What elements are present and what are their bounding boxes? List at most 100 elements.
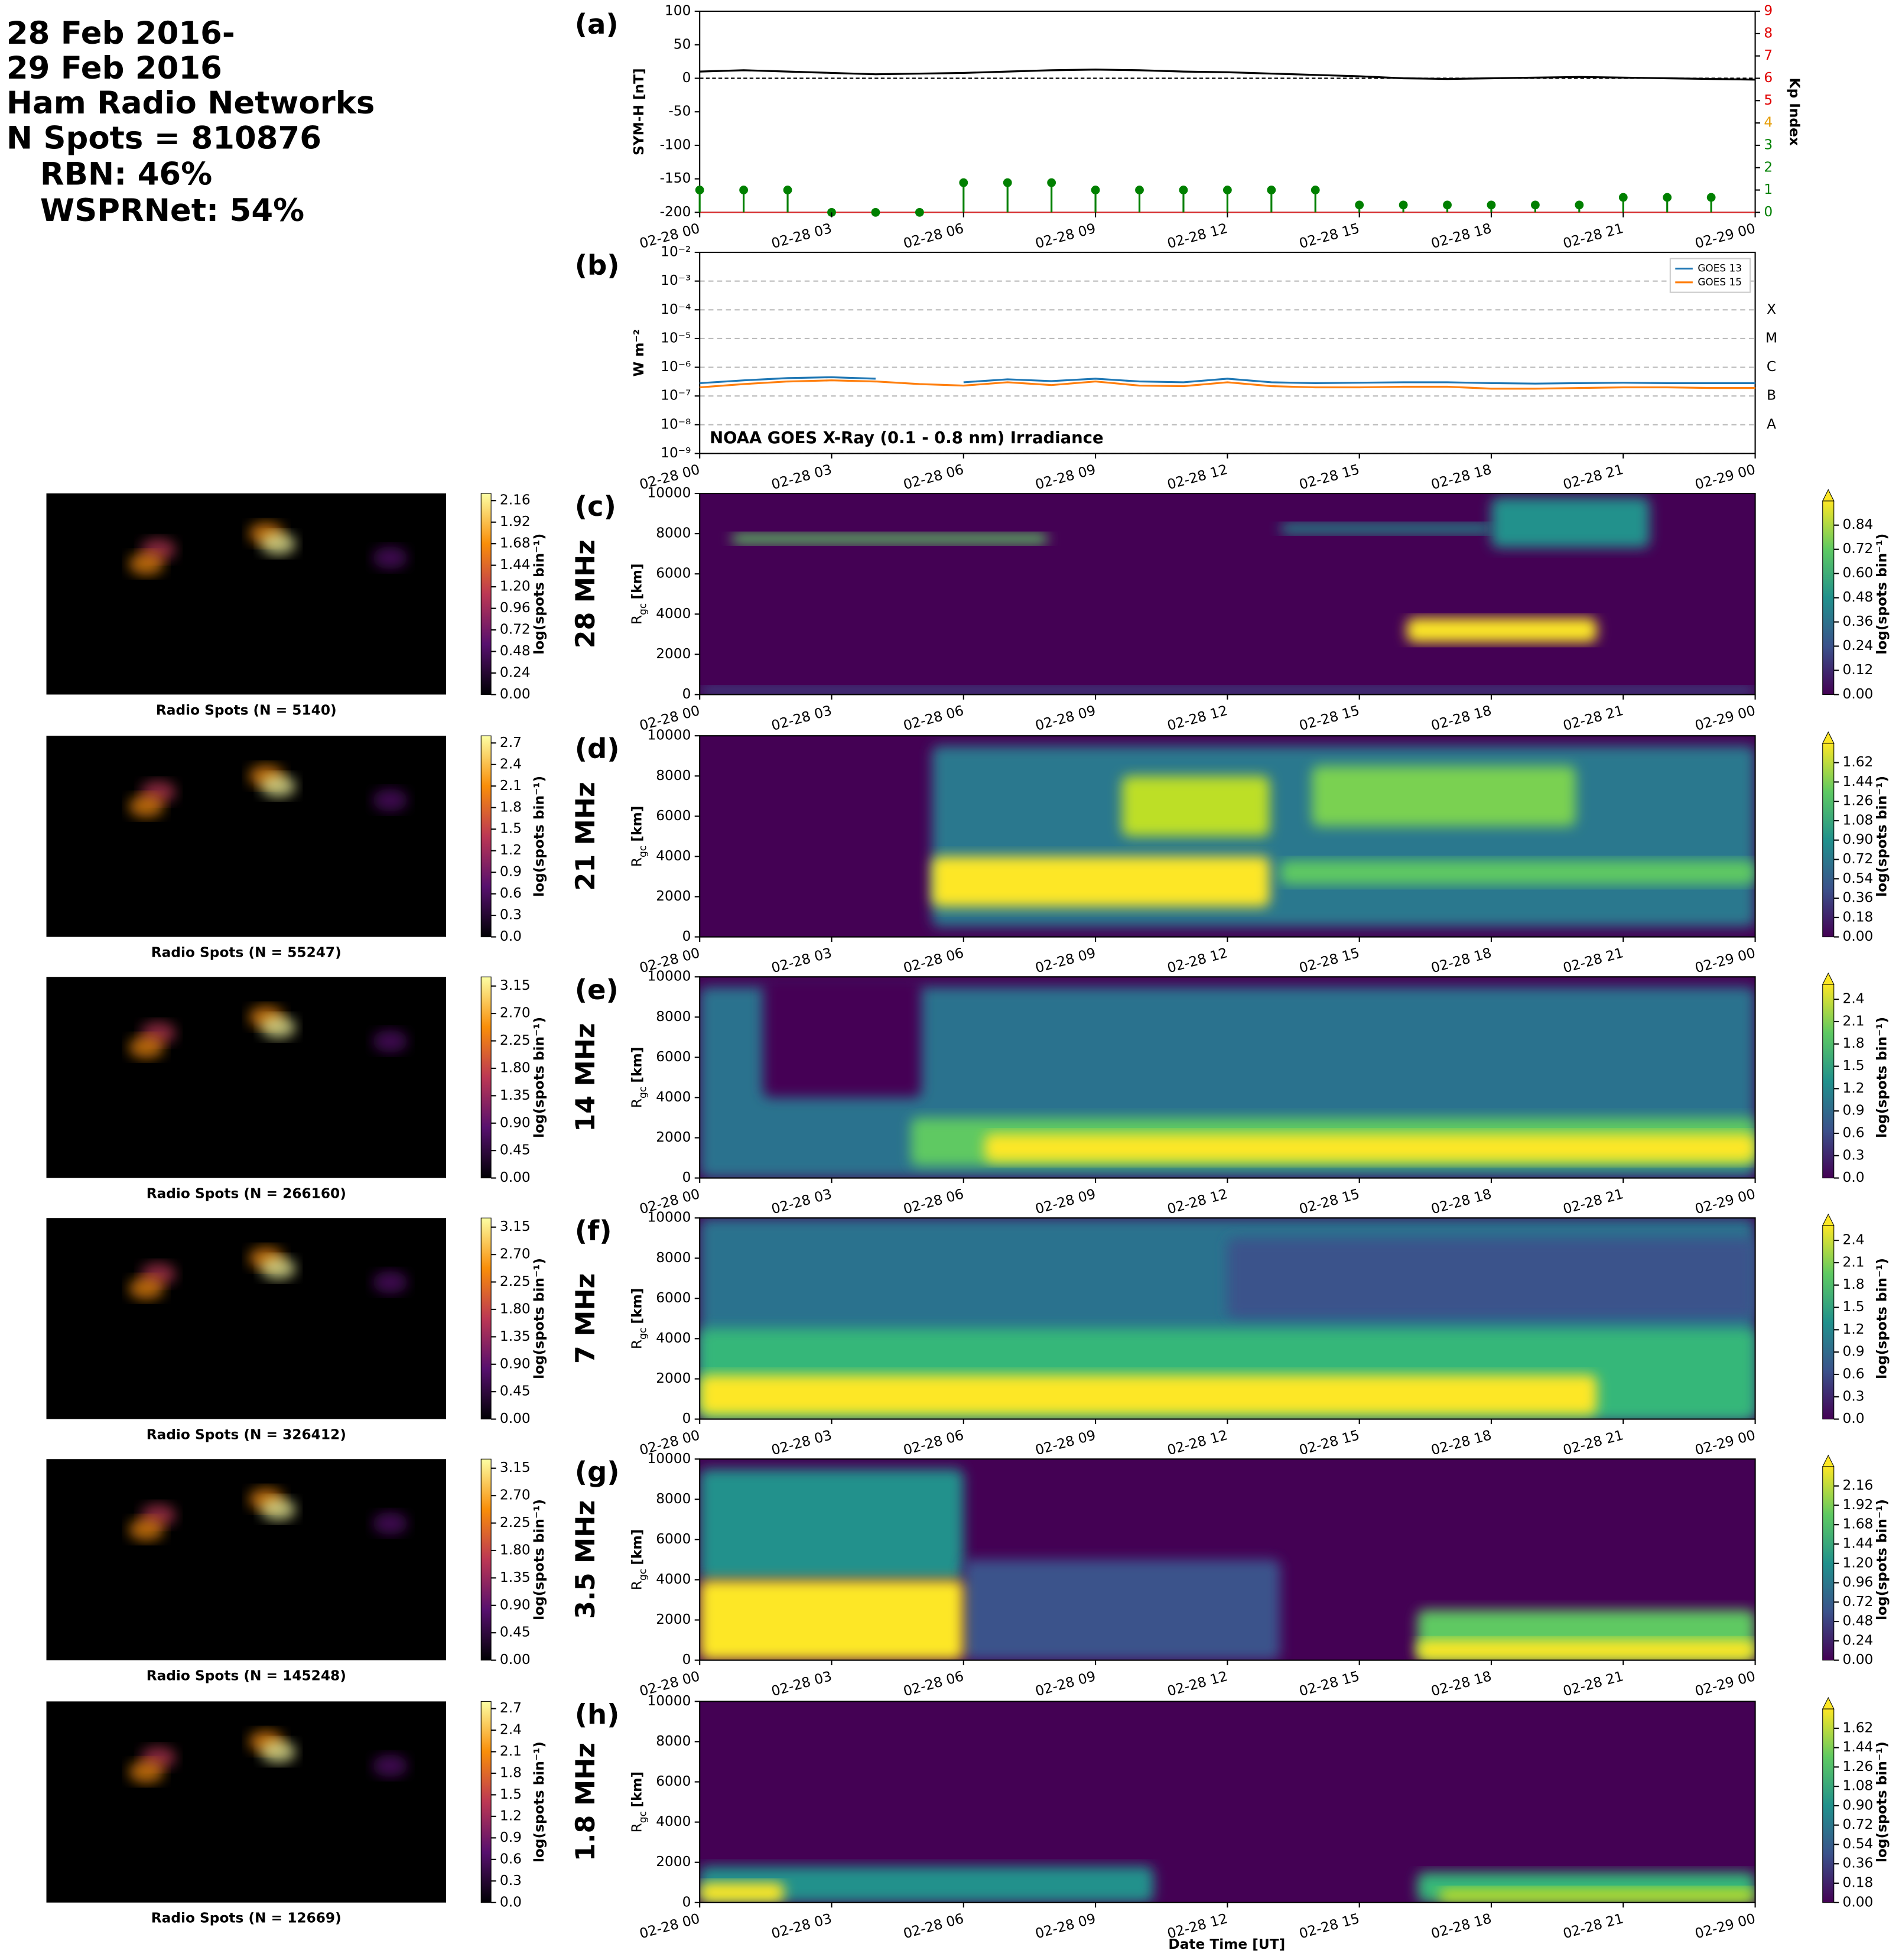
map-title: Radio Spots (N = 326412) — [147, 1427, 346, 1443]
y-axis-label-sub: gc — [636, 846, 648, 857]
map-title: Radio Spots (N = 145248) — [147, 1668, 346, 1684]
kp-marker — [1443, 200, 1452, 210]
map-hotspot — [261, 1498, 296, 1521]
x-tick-label: 02-28 12 — [1166, 703, 1230, 734]
y-tick-label: 4000 — [656, 1571, 691, 1587]
colorbar-tick-label: 0.90 — [1843, 1797, 1874, 1813]
colorbar-tick-label: 1.26 — [1843, 793, 1874, 809]
world-map — [46, 977, 447, 1178]
map-hotspot — [129, 795, 164, 818]
colorbar — [1822, 500, 1835, 695]
header-line: N Spots = 810876 — [6, 120, 321, 156]
plot-frame — [699, 10, 1756, 213]
x-tick-label: 02-28 03 — [770, 220, 834, 252]
map-colorbar-tick-label: 0.24 — [500, 664, 531, 680]
colorbar-tick-label: 1.2 — [1843, 1321, 1865, 1337]
heatmap-region — [984, 1133, 1755, 1162]
heatmap-region — [1227, 1238, 1755, 1319]
y-tick-label: 6000 — [656, 1531, 691, 1547]
colorbar-tick-label: 1.68 — [1843, 1516, 1874, 1532]
band-label: 7 MHz — [571, 1273, 601, 1364]
x-tick-label: 02-29 00 — [1693, 1910, 1757, 1942]
x-tick-label: 02-28 15 — [1298, 461, 1361, 493]
x-tick-label: 02-28 12 — [1166, 461, 1230, 493]
colorbar-tick-label: 0.9 — [1843, 1344, 1865, 1360]
panel-label: (g) — [575, 1456, 620, 1488]
y-tick-label: 10⁻⁶ — [661, 359, 691, 375]
colorbar-extend — [1822, 1454, 1835, 1467]
y-tick-label: 2000 — [656, 1129, 691, 1145]
flare-class: B — [1767, 388, 1776, 404]
colorbar-tick-label: 0.18 — [1843, 1874, 1874, 1890]
y-tick-label: 10⁻⁸ — [661, 416, 691, 432]
heatmap — [700, 493, 1755, 695]
y2-tick-label: 0 — [1764, 204, 1773, 220]
y-axis-label-unit: [km] — [629, 806, 645, 842]
y-tick-label: 8000 — [656, 1733, 691, 1749]
y2-tick-label: 6 — [1764, 70, 1773, 86]
panel-label: (b) — [575, 249, 620, 281]
panel-label: (e) — [575, 974, 619, 1006]
y-tick-label: 0 — [682, 70, 691, 86]
x-tick-label: 02-28 12 — [1166, 945, 1230, 976]
map-title: Radio Spots (N = 5140) — [156, 702, 337, 718]
x-tick-label: 02-29 00 — [1693, 220, 1757, 252]
colorbar-label: log(spots bin⁻¹) — [1874, 1017, 1890, 1138]
y-tick-label: 2000 — [656, 1854, 691, 1870]
world-map — [46, 1459, 447, 1660]
band-label: 1.8 MHz — [571, 1743, 601, 1861]
map-colorbar-tick-label: 3.15 — [500, 1218, 531, 1234]
colorbar-label: log(spots bin⁻¹) — [1874, 1499, 1890, 1620]
kp-marker — [1047, 178, 1056, 187]
band-label: 3.5 MHz — [571, 1500, 601, 1619]
y-tick-label: -100 — [660, 136, 691, 152]
goes-line — [700, 376, 1755, 385]
band-label: 28 MHz — [571, 539, 601, 648]
map-title: Radio Spots (N = 12669) — [151, 1910, 342, 1926]
y-tick-label: 0 — [682, 1169, 691, 1185]
colorbar-tick-label: 0.24 — [1843, 638, 1874, 654]
map-colorbar-tick-label: 0.00 — [500, 686, 531, 702]
x-tick-label: 02-28 15 — [1298, 1910, 1361, 1942]
y-axis-label: Rgc [km] — [629, 1772, 649, 1832]
y-axis-label-main: R — [629, 1823, 645, 1832]
y-tick-label: 10⁻⁷ — [661, 388, 691, 404]
y2-tick-label: 7 — [1764, 47, 1773, 63]
heatmap-region — [1280, 860, 1755, 885]
colorbar-tick-label: 2.1 — [1843, 1013, 1865, 1029]
x-tick-label: 02-28 09 — [1033, 1668, 1097, 1699]
y-tick-label: 0 — [682, 1410, 691, 1426]
map-colorbar-tick-label: 0.96 — [500, 600, 531, 616]
y-tick-label: 2000 — [656, 646, 691, 662]
colorbar-label: log(spots bin⁻¹) — [1874, 1741, 1890, 1863]
x-tick-label: 02-28 06 — [902, 945, 965, 976]
heatmap-region — [1491, 497, 1650, 548]
y-tick-label: 10000 — [647, 1210, 691, 1226]
panel-label: (h) — [575, 1698, 620, 1730]
x-tick-label: 02-28 03 — [770, 461, 834, 493]
kp-marker — [1179, 186, 1188, 194]
y-axis-label-sub: gc — [636, 1328, 648, 1340]
x-tick-label: 02-28 15 — [1298, 1186, 1361, 1217]
map-colorbar-tick-label: 2.25 — [500, 1032, 531, 1048]
heatmap-region — [963, 1559, 1280, 1660]
panel-label: (d) — [575, 733, 620, 765]
map-colorbar-tick-label: 0.90 — [500, 1356, 531, 1371]
colorbar-tick-label: 1.62 — [1843, 754, 1874, 770]
map-title: Radio Spots (N = 55247) — [151, 945, 342, 961]
colorbar — [1822, 1225, 1835, 1420]
kp-marker — [915, 207, 924, 217]
colorbar-tick-label: 0.12 — [1843, 662, 1874, 678]
kp-marker — [695, 186, 704, 194]
x-axis-label: Date Time [UT] — [1168, 1936, 1285, 1952]
y-axis-label-main: R — [629, 1340, 645, 1349]
heatmap-region — [731, 534, 1048, 544]
x-tick-label: 02-28 18 — [1429, 461, 1493, 493]
kp-marker — [1531, 200, 1540, 210]
map-hotspot — [261, 775, 296, 798]
colorbar — [1822, 1466, 1835, 1661]
colorbar-tick-label: 1.5 — [1843, 1299, 1865, 1315]
map-colorbar-tick-label: 1.8 — [500, 1764, 522, 1780]
x-tick-label: 02-28 15 — [1298, 1427, 1361, 1458]
x-tick-label: 02-28 06 — [902, 1910, 965, 1942]
